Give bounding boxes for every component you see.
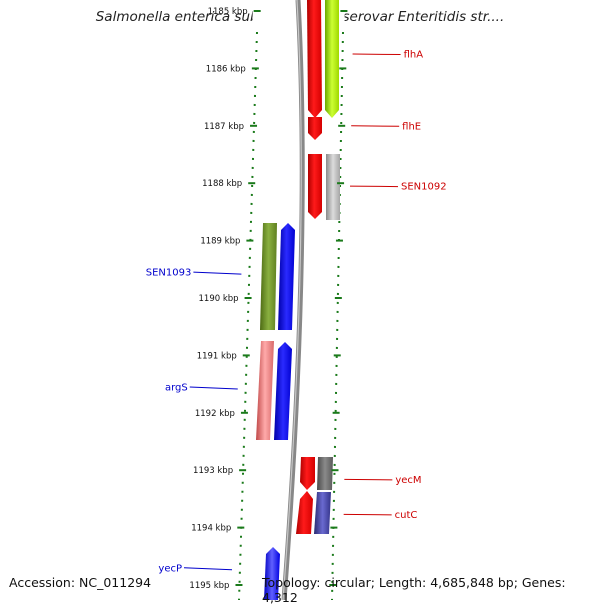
gene-label-leader xyxy=(184,567,233,571)
gene-label-leader xyxy=(351,125,400,127)
gene-argS xyxy=(256,341,274,440)
gene-label-leader xyxy=(189,386,238,390)
kbp-tick-label: 1187 kbp xyxy=(204,122,244,132)
gene-cutC xyxy=(296,491,313,534)
kbp-tick-label: 1191 kbp xyxy=(197,351,237,361)
kbp-tick-label: 1193 kbp xyxy=(193,466,233,476)
gene-gray-right xyxy=(326,154,340,220)
gene-green-right xyxy=(325,0,339,118)
kbp-tick-label: 1186 kbp xyxy=(206,64,246,74)
genome-backbone-highlight xyxy=(282,0,302,600)
gene-label-cutC[interactable]: cutC xyxy=(395,510,418,521)
kbp-ticks: 1185 kbp 1186 kbp 1187 kbp 1188 kbp 1189 kbp… xyxy=(189,7,348,591)
kbp-tick-label: 1188 kbp xyxy=(202,179,242,189)
gene-label-leader xyxy=(343,513,392,516)
gene-SEN1092 xyxy=(308,154,322,219)
gene-label-yecP[interactable]: yecP xyxy=(158,563,182,574)
gene-blue-1 xyxy=(278,223,295,330)
gene-indigo xyxy=(314,492,331,534)
gene-flhA xyxy=(307,0,322,118)
genome-backbone xyxy=(281,0,305,600)
gene-label-leader xyxy=(350,185,399,188)
gene-labels: flhA flhE SEN1092 SEN1093 argS yecM cutC yecP xyxy=(146,50,447,575)
gene-yecP xyxy=(264,547,280,600)
gene-flhE xyxy=(308,117,322,140)
gene-label-flhE[interactable]: flhE xyxy=(402,121,421,132)
gene-label-leader xyxy=(193,271,242,275)
kbp-tick-label: 1190 kbp xyxy=(199,294,239,304)
topology-text: Topology: circular; Length: 4,685,848 bp… xyxy=(262,575,566,605)
gene-label-SEN1093[interactable]: SEN1093 xyxy=(146,268,192,279)
kbp-tick-label: 1189 kbp xyxy=(200,237,240,247)
gene-blue-2 xyxy=(274,342,292,440)
gene-gray-yecM xyxy=(317,457,333,490)
gene-label-yecM[interactable]: yecM xyxy=(395,475,421,486)
accession-text: Accession: NC_011294 xyxy=(9,575,152,590)
gene-label-argS[interactable]: argS xyxy=(165,382,188,393)
kbp-tick-label: 1195 kbp xyxy=(189,581,229,591)
kbp-tick-label: 1192 kbp xyxy=(195,409,235,419)
kbp-tick-label: 1194 kbp xyxy=(191,524,231,534)
gene-label-leader xyxy=(352,53,401,56)
gene-yecM xyxy=(300,457,315,490)
gene-label-SEN1092[interactable]: SEN1092 xyxy=(401,182,447,193)
gene-label-flhA[interactable]: flhA xyxy=(404,50,424,61)
gene-SEN1093 xyxy=(260,223,277,330)
kbp-tick-label: 1185 kbp xyxy=(208,7,248,17)
gene-label-leader xyxy=(344,478,393,481)
